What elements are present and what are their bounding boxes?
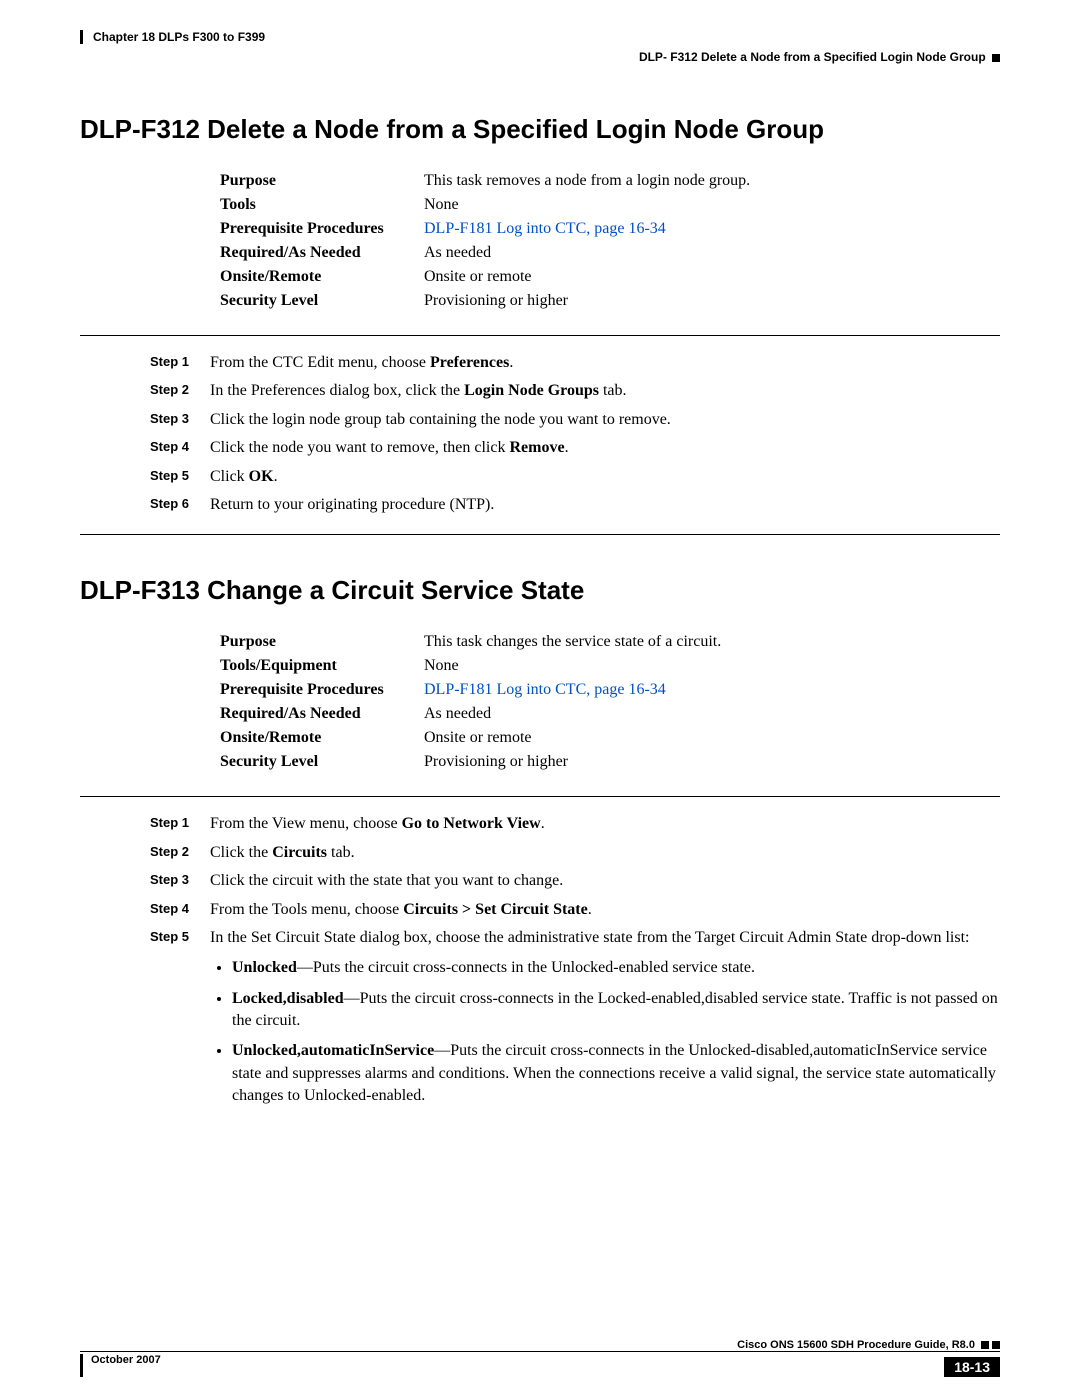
step-label: Step 3 xyxy=(150,409,210,431)
topic-line: DLP- F312 Delete a Node from a Specified… xyxy=(80,50,1000,64)
step-label: Step 1 xyxy=(150,813,210,835)
step-label: Step 6 xyxy=(150,494,210,516)
step-label: Step 3 xyxy=(150,870,210,892)
step-label: Step 1 xyxy=(150,352,210,374)
step-body: From the CTC Edit menu, choose Preferenc… xyxy=(210,352,1000,374)
onsite-label: Onsite/Remote xyxy=(220,726,424,750)
footer-date: October 2007 xyxy=(80,1354,161,1377)
list-item: Locked,disabled—Puts the circuit cross-c… xyxy=(232,988,1000,1033)
footer-square-icon xyxy=(981,1341,989,1349)
purpose-value: This task removes a node from a login no… xyxy=(424,169,764,193)
prereq-label: Prerequisite Procedures xyxy=(220,678,424,702)
tools-label: Tools/Equipment xyxy=(220,654,424,678)
section1-steps: Step 1 From the CTC Edit menu, choose Pr… xyxy=(80,335,1000,535)
chapter-label: Chapter 18 DLPs F300 to F399 xyxy=(93,30,265,44)
section2-steps: Step 1 From the View menu, choose Go to … xyxy=(80,796,1000,1133)
prereq-link[interactable]: DLP-F181 Log into CTC, page 16-34 xyxy=(424,681,666,698)
purpose-label: Purpose xyxy=(220,169,424,193)
section1-title: DLP-F312 Delete a Node from a Specified … xyxy=(80,114,1000,145)
step-label: Step 4 xyxy=(150,437,210,459)
page-footer: Cisco ONS 15600 SDH Procedure Guide, R8.… xyxy=(80,1339,1000,1377)
step-label: Step 5 xyxy=(150,927,210,1116)
tools-label: Tools xyxy=(220,193,424,217)
step-body: Click the Circuits tab. xyxy=(210,842,1000,864)
security-value: Provisioning or higher xyxy=(424,289,764,313)
required-value: As needed xyxy=(424,241,764,265)
tools-value: None xyxy=(424,654,735,678)
step-body: In the Set Circuit State dialog box, cho… xyxy=(210,927,1000,1116)
required-label: Required/As Needed xyxy=(220,241,424,265)
step-body: In the Preferences dialog box, click the… xyxy=(210,380,1000,402)
page-header: Chapter 18 DLPs F300 to F399 xyxy=(80,30,1000,44)
required-label: Required/As Needed xyxy=(220,702,424,726)
step-label: Step 2 xyxy=(150,842,210,864)
security-label: Security Level xyxy=(220,289,424,313)
security-label: Security Level xyxy=(220,750,424,774)
onsite-label: Onsite/Remote xyxy=(220,265,424,289)
prereq-link[interactable]: DLP-F181 Log into CTC, page 16-34 xyxy=(424,220,666,237)
bullet-list: Unlocked—Puts the circuit cross-connects… xyxy=(210,957,1000,1107)
purpose-value: This task changes the service state of a… xyxy=(424,630,735,654)
list-item: Unlocked—Puts the circuit cross-connects… xyxy=(232,957,1000,979)
guide-title: Cisco ONS 15600 SDH Procedure Guide, R8.… xyxy=(737,1339,975,1351)
step-body: Click the login node group tab containin… xyxy=(210,409,1000,431)
required-value: As needed xyxy=(424,702,735,726)
section2-info-table: Purpose This task changes the service st… xyxy=(220,630,735,774)
step-label: Step 2 xyxy=(150,380,210,402)
onsite-value: Onsite or remote xyxy=(424,265,764,289)
tools-value: None xyxy=(424,193,764,217)
step-label: Step 5 xyxy=(150,466,210,488)
step-body: Click the node you want to remove, then … xyxy=(210,437,1000,459)
onsite-value: Onsite or remote xyxy=(424,726,735,750)
step-body: Return to your originating procedure (NT… xyxy=(210,494,1000,516)
prereq-label: Prerequisite Procedures xyxy=(220,217,424,241)
page-number: 18-13 xyxy=(944,1357,1000,1377)
step-body: Click OK. xyxy=(210,466,1000,488)
header-square-icon xyxy=(992,54,1000,62)
section1-info-table: Purpose This task removes a node from a … xyxy=(220,169,764,313)
step-label: Step 4 xyxy=(150,899,210,921)
step-body: From the Tools menu, choose Circuits > S… xyxy=(210,899,1000,921)
section2-title: DLP-F313 Change a Circuit Service State xyxy=(80,575,1000,606)
topic-text: DLP- F312 Delete a Node from a Specified… xyxy=(639,50,986,64)
step-body: From the View menu, choose Go to Network… xyxy=(210,813,1000,835)
purpose-label: Purpose xyxy=(220,630,424,654)
footer-square-icon xyxy=(992,1341,1000,1349)
list-item: Unlocked,automaticInService—Puts the cir… xyxy=(232,1040,1000,1107)
security-value: Provisioning or higher xyxy=(424,750,735,774)
step-body: Click the circuit with the state that yo… xyxy=(210,870,1000,892)
